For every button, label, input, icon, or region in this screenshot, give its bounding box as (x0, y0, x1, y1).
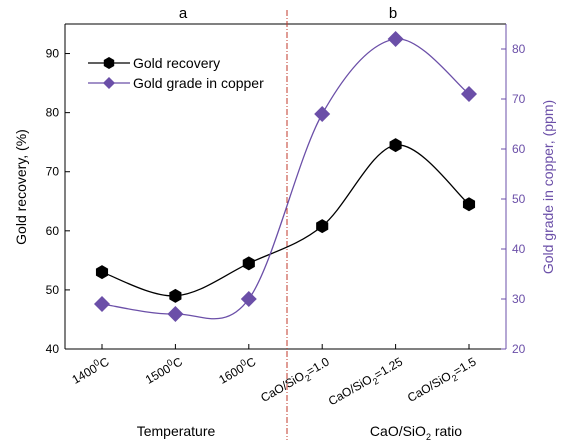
series-markers (94, 31, 477, 322)
right-tick-label: 50 (512, 192, 526, 206)
panel-label-b: b (389, 5, 397, 22)
right-axis-title: Gold grade in copper, (ppm) (540, 100, 556, 274)
x-tick-label-tail: =1.0 (304, 354, 332, 378)
x-tick-label-sub: 2 (450, 372, 459, 383)
x-tick-label: CaO/SiO2=1.0 (258, 354, 333, 407)
gold-recovery-point (462, 197, 476, 212)
left-tick-label: 60 (46, 224, 60, 238)
x-tick-label-tail: C (97, 354, 112, 371)
gold-grade-point (314, 106, 331, 122)
x-axis-title-left: Temperature (137, 423, 216, 439)
left-tick-label: 70 (46, 165, 60, 179)
x-axis-title-right-main: CaO/SiO (370, 423, 426, 439)
x-tick-label-sub: 2 (303, 372, 312, 383)
x-tick-label: 15000C (142, 353, 185, 387)
legend-marker-hexagon (103, 57, 115, 69)
panel-label-a: a (179, 5, 188, 22)
gold-grade-point (94, 296, 110, 312)
legend-marker-diamond (103, 77, 115, 89)
x-axis-title-right-sub: 2 (426, 432, 431, 442)
x-tick-label: 16000C (215, 353, 258, 387)
left-tick-label: 50 (46, 283, 60, 297)
x-tick-label-tail: C (244, 354, 259, 371)
right-tick-label: 80 (512, 42, 526, 56)
gold-recovery-point (95, 265, 109, 280)
x-tick-label-tail: =1.25 (372, 354, 406, 381)
series-line-gold-recovery (101, 144, 470, 297)
x-tick-label: 14000C (69, 353, 112, 387)
x-tick-label-tail: C (170, 354, 185, 371)
legend-label-1: Gold grade in copper (133, 75, 264, 91)
left-tick-label: 40 (46, 342, 60, 356)
gold-grade-point (240, 291, 257, 307)
x-tick-label-main: CaO/SiO (405, 369, 454, 405)
left-axis-title: Gold recovery, (%) (13, 129, 29, 245)
gold-recovery-point (242, 256, 255, 271)
left-tick-label: 80 (46, 106, 60, 120)
x-tick-label-sup: 0 (92, 357, 101, 368)
x-tick-label-sup: 0 (238, 357, 247, 368)
gold-recovery-point (316, 219, 329, 234)
gold-recovery-point (389, 138, 402, 153)
gold-grade-point (387, 31, 404, 47)
x-tick-label: CaO/SiO2=1.5 (405, 354, 480, 407)
gold-grade-point (461, 86, 477, 102)
right-tick-label: 60 (512, 142, 526, 156)
x-tick-label-tail: =1.5 (451, 354, 479, 378)
x-axis-title-right: CaO/SiO2 ratio (370, 423, 462, 442)
legend-label-0: Gold recovery (133, 55, 220, 71)
right-tick-label: 70 (512, 92, 526, 106)
x-tick-label: CaO/SiO2=1.25 (326, 354, 407, 411)
x-tick-label-main: CaO/SiO (326, 372, 375, 408)
x-tick-label-sub: 2 (371, 376, 380, 387)
gold-recovery-point (169, 288, 182, 303)
x-tick-label-sup: 0 (165, 357, 174, 368)
right-tick-label: 20 (512, 342, 526, 356)
right-tick-label: 30 (512, 292, 526, 306)
x-axis-title-right-tail: ratio (431, 423, 462, 439)
axis-labels: a b Gold recovery, (%) Gold grade in copper… (13, 5, 556, 442)
left-tick-label: 90 (46, 47, 60, 61)
right-tick-label: 40 (512, 242, 526, 256)
gold-grade-point (167, 306, 184, 322)
legend: Gold recovery Gold grade in copper (88, 55, 264, 91)
x-tick-label-main: CaO/SiO (258, 369, 307, 405)
plot-frame (64, 23, 507, 350)
